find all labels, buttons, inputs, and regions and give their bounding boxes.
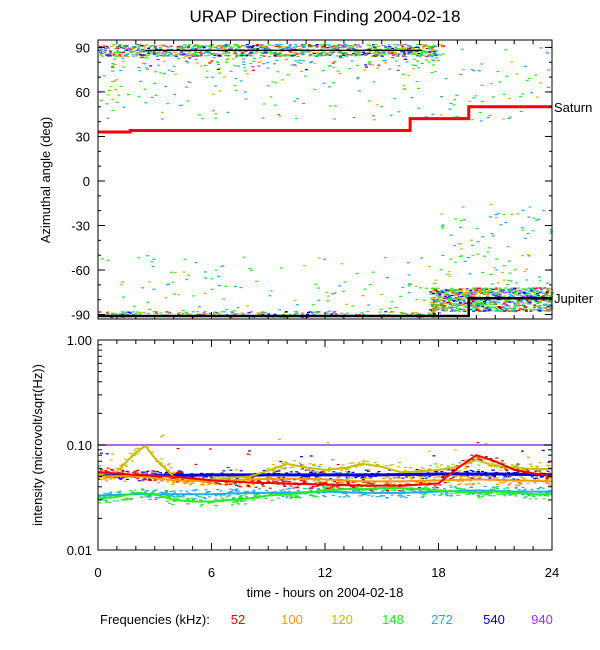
azimuth-series-lines — [98, 105, 552, 318]
legend-item-540: 540 — [483, 612, 505, 627]
legend-item-148: 148 — [382, 612, 404, 627]
y-tick-label: -30 — [71, 219, 90, 234]
intensity-line-120 — [97, 444, 552, 482]
intensity-axis-ticks: 1.00 0.10 0.010 6 12 18 24 — [67, 333, 560, 580]
legend-item-52: 52 — [231, 612, 245, 627]
y-tick-label: 1.00 — [67, 333, 92, 348]
frequency-legend: Frequencies (kHz): 52 100 120 148 272 540 940 — [100, 612, 553, 627]
intensity-panel: 1.00 0.10 0.010 6 12 18 24 intensity (microvol… — [30, 333, 559, 600]
legend-item-272: 272 — [431, 612, 453, 627]
x-tick-label: 12 — [318, 565, 332, 580]
azimuth-plot-frame — [97, 39, 553, 320]
y-tick-label: 90 — [76, 40, 90, 55]
y-tick-label: 60 — [76, 85, 90, 100]
y-tick-label: 30 — [76, 129, 90, 144]
x-tick-label: 0 — [94, 565, 101, 580]
intensity-ylabel: intensity (microvolt/sqrt(Hz)) — [30, 364, 45, 526]
azimuth-axis-ticks: 90 60 30 0 -30 -60 -90 — [71, 40, 553, 323]
azimuth-panel: 90 60 30 0 -30 -60 -90 Saturn Jupiter Azimuthal… — [38, 39, 594, 323]
intensity-line-272 — [97, 489, 552, 497]
legend-item-120: 120 — [331, 612, 353, 627]
y-tick-label: 0.10 — [67, 438, 92, 453]
x-tick-label: 24 — [545, 565, 559, 580]
intensity-line-100 — [97, 474, 553, 483]
legend-item-940: 940 — [531, 612, 553, 627]
series-label-saturn: Saturn — [554, 100, 592, 115]
y-tick-label: -60 — [71, 263, 90, 278]
x-tick-label: 18 — [431, 565, 445, 580]
series-label-jupiter: Jupiter — [554, 291, 594, 306]
x-tick-label: 6 — [208, 565, 215, 580]
azimuth-scatter-points — [98, 43, 554, 319]
series-line-saturn — [98, 105, 552, 134]
y-tick-label: -90 — [71, 308, 90, 323]
legend-item-100: 100 — [281, 612, 303, 627]
y-tick-label: 0.01 — [67, 543, 92, 558]
azimuth-ylabel: Azimuthal angle (deg) — [38, 117, 53, 243]
y-tick-label: 0 — [83, 174, 90, 189]
azimuth-series-labels: Saturn Jupiter — [554, 100, 594, 306]
time-xlabel: time - hours on 2004-02-18 — [247, 585, 404, 600]
intensity-line-52 — [97, 454, 553, 487]
legend-label: Frequencies (kHz): — [100, 612, 210, 627]
chart-title: URAP Direction Finding 2004-02-18 — [190, 7, 461, 26]
intensity-series-lines — [97, 444, 553, 503]
intensity-line-148 — [97, 486, 552, 503]
legend-items: 52 100 120 148 272 540 940 — [231, 612, 553, 627]
